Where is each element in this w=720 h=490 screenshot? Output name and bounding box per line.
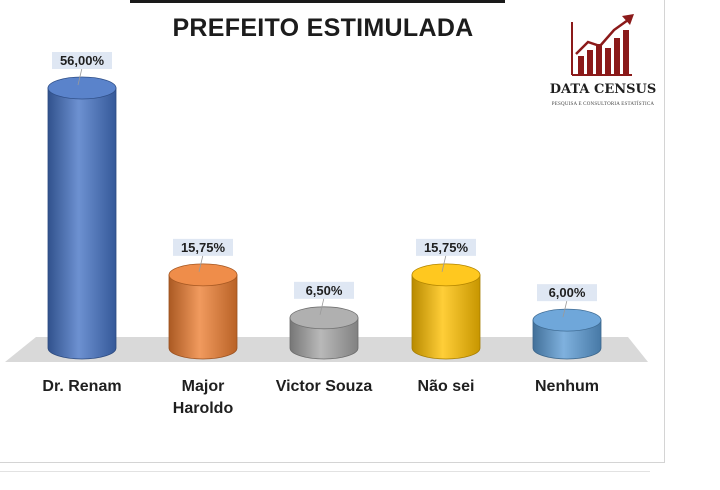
- bar-top: [289, 306, 359, 330]
- label-leader: [319, 297, 325, 315]
- category-label: Major: [182, 378, 225, 395]
- category-label: Dr. Renam: [42, 378, 121, 395]
- data-label-box: [416, 238, 476, 256]
- data-census-logo: DATA CENSUS PESQUISA E CONSULTORIA ESTAT…: [548, 12, 662, 112]
- data-label: 6,50%: [306, 283, 343, 298]
- label-leader: [562, 300, 568, 318]
- data-label-box: [173, 238, 233, 256]
- data-label: 15,75%: [424, 240, 469, 255]
- bar-top: [168, 263, 238, 287]
- data-label: 15,75%: [181, 240, 226, 255]
- data-label-box: [537, 284, 597, 302]
- brand-tagline: PESQUISA E CONSULTORIA ESTATÍSTICA: [551, 102, 655, 107]
- bar-top: [47, 76, 117, 100]
- category-label: Haroldo: [173, 400, 234, 417]
- data-label-box: [52, 52, 112, 69]
- label-leader: [441, 254, 447, 272]
- bar-body: [411, 274, 481, 360]
- label-leader: [198, 254, 204, 272]
- data-label: 56,00%: [60, 53, 105, 68]
- brand-name: DATA CENSUS: [549, 82, 657, 97]
- label-leader: [77, 67, 83, 86]
- category-label: Nenhum: [535, 378, 599, 395]
- bottom-rule: [0, 471, 650, 472]
- bar: [532, 308, 602, 360]
- top-rule: [130, 0, 505, 3]
- bar-chart-arrow-icon: [571, 14, 634, 76]
- bar: [47, 76, 117, 360]
- bar-top: [532, 308, 602, 332]
- bar-top: [411, 263, 481, 287]
- bar-body: [289, 317, 359, 360]
- bar-body: [168, 274, 238, 360]
- data-label: 6,00%: [549, 285, 586, 300]
- bar-body: [47, 87, 117, 360]
- chart-title: PREFEITO ESTIMULADA: [172, 14, 474, 42]
- bar: [411, 263, 481, 360]
- category-label: Victor Souza: [276, 378, 373, 395]
- bar: [289, 306, 359, 360]
- category-label: Não sei: [418, 378, 475, 395]
- bar: [168, 263, 238, 360]
- data-label-box: [294, 281, 354, 299]
